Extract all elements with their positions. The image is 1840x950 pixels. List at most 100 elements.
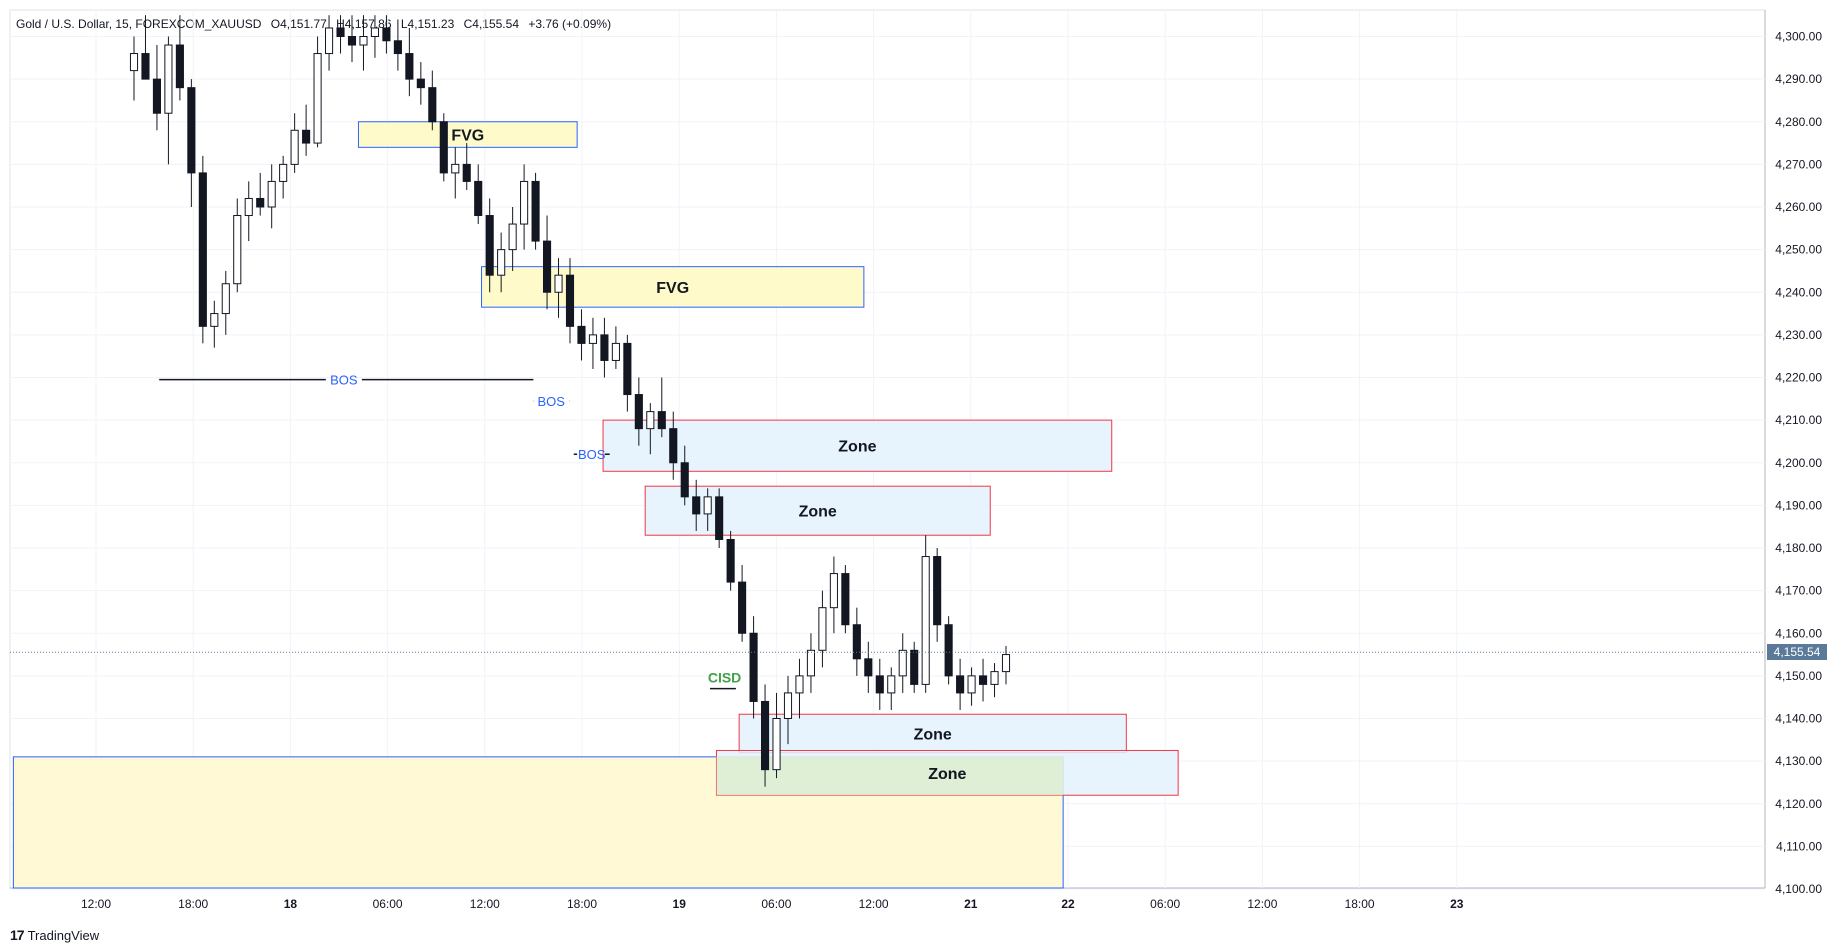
candle (611, 326, 620, 369)
x-tick-label: 12:00 (470, 897, 500, 911)
candle-body (967, 675, 976, 694)
candle-body (806, 649, 816, 677)
candle-body (680, 462, 689, 498)
symbol-title: Gold / U.S. Dollar, 15, FOREXCOM_XAUUSD (16, 17, 262, 31)
candle (760, 684, 770, 787)
candle (577, 309, 586, 361)
candle (749, 616, 758, 719)
y-tick-label: 4,180.00 (1775, 541, 1822, 555)
y-tick-label: 4,110.00 (1776, 839, 1822, 853)
candle (233, 198, 242, 293)
y-tick-label: 4,170.00 (1775, 584, 1822, 598)
candle (256, 172, 265, 216)
candle (978, 658, 988, 702)
candle (703, 488, 712, 531)
candle (588, 317, 598, 369)
candle-body (852, 624, 861, 660)
x-tick-label: 18:00 (567, 897, 597, 911)
x-tick-label: 18:00 (1345, 897, 1375, 911)
candle-body (669, 428, 678, 464)
candle (887, 667, 896, 710)
candle-body (462, 163, 471, 182)
candle-body (129, 53, 139, 72)
candle (680, 445, 689, 506)
candle-body (451, 163, 460, 174)
candle-body (795, 675, 804, 694)
candle (244, 181, 253, 242)
candle-body (439, 121, 448, 174)
candle (324, 15, 334, 71)
candle-body (152, 78, 162, 114)
candle-body (542, 240, 552, 293)
candle-body (267, 180, 276, 208)
y-tick-label: 4,220.00 (1775, 371, 1822, 385)
box-layer: ZoneZoneZoneZoneZoneFVGFVG (357, 121, 1179, 796)
candle (795, 658, 804, 719)
candle-body (508, 223, 517, 251)
candle-body (520, 180, 529, 225)
fvg-label: FVG (656, 280, 689, 297)
candle-body (474, 180, 483, 217)
candle (531, 172, 540, 250)
y-tick-label: 4,150.00 (1775, 669, 1822, 683)
y-tick-label: 4,300.00 (1775, 30, 1822, 44)
candle (141, 15, 150, 80)
candle-body (646, 411, 655, 430)
y-tick-label: 4,120.00 (1775, 797, 1822, 811)
candle-body (978, 675, 988, 685)
candle (520, 164, 529, 250)
candle-body (164, 44, 173, 114)
annotation-layer: BOS BOS BOS CISD (10, 373, 1765, 690)
y-tick-label: 4,240.00 (1775, 285, 1822, 299)
candle-body (692, 496, 701, 515)
x-tick-label: 23 (1450, 897, 1464, 911)
candle-body (703, 496, 712, 515)
candle (267, 164, 276, 229)
x-tick-label: 18 (284, 897, 298, 911)
x-tick-label: 12:00 (1247, 897, 1277, 911)
x-tick-label: 21 (964, 897, 978, 911)
candle (175, 15, 184, 101)
candle (646, 403, 655, 455)
candle (841, 565, 850, 634)
candle-body (921, 556, 930, 685)
ohlc-low: L4,151.23 (400, 17, 455, 31)
candle (405, 27, 414, 97)
candle-body (864, 658, 873, 677)
candle (359, 15, 368, 71)
candle (944, 616, 953, 685)
candle-body (657, 411, 666, 430)
candle-body (623, 342, 632, 396)
zone-box (738, 713, 1127, 754)
ohlc-open: O4,151.77 (270, 17, 327, 31)
y-tick-label: 4,280.00 (1775, 115, 1822, 129)
x-tick-label: 12:00 (81, 897, 111, 911)
candle (347, 15, 357, 63)
x-tick-label: 06:00 (373, 897, 403, 911)
candle-body (887, 675, 896, 694)
zone-label: Zone (799, 504, 837, 521)
candle-body (772, 718, 781, 771)
candle (485, 198, 494, 293)
candle (416, 62, 425, 105)
candle (600, 317, 609, 378)
candle (187, 79, 196, 207)
candle-body (990, 671, 999, 685)
x-tick-label: 06:00 (761, 897, 791, 911)
tradingview-branding[interactable]: 17 TradingView (10, 927, 99, 943)
candle-body (611, 342, 620, 361)
y-tick-label: 4,190.00 (1775, 498, 1822, 512)
candle-body (760, 700, 770, 771)
candle (302, 104, 311, 156)
candle (290, 113, 299, 173)
candle-body (256, 197, 265, 208)
candle-body (944, 624, 953, 677)
candle-body (244, 197, 253, 217)
candle-body (485, 215, 494, 276)
y-tick-label: 4,260.00 (1775, 200, 1822, 214)
candle (198, 155, 207, 344)
candle (933, 548, 942, 642)
candle (336, 15, 345, 54)
candle-body (428, 87, 437, 123)
